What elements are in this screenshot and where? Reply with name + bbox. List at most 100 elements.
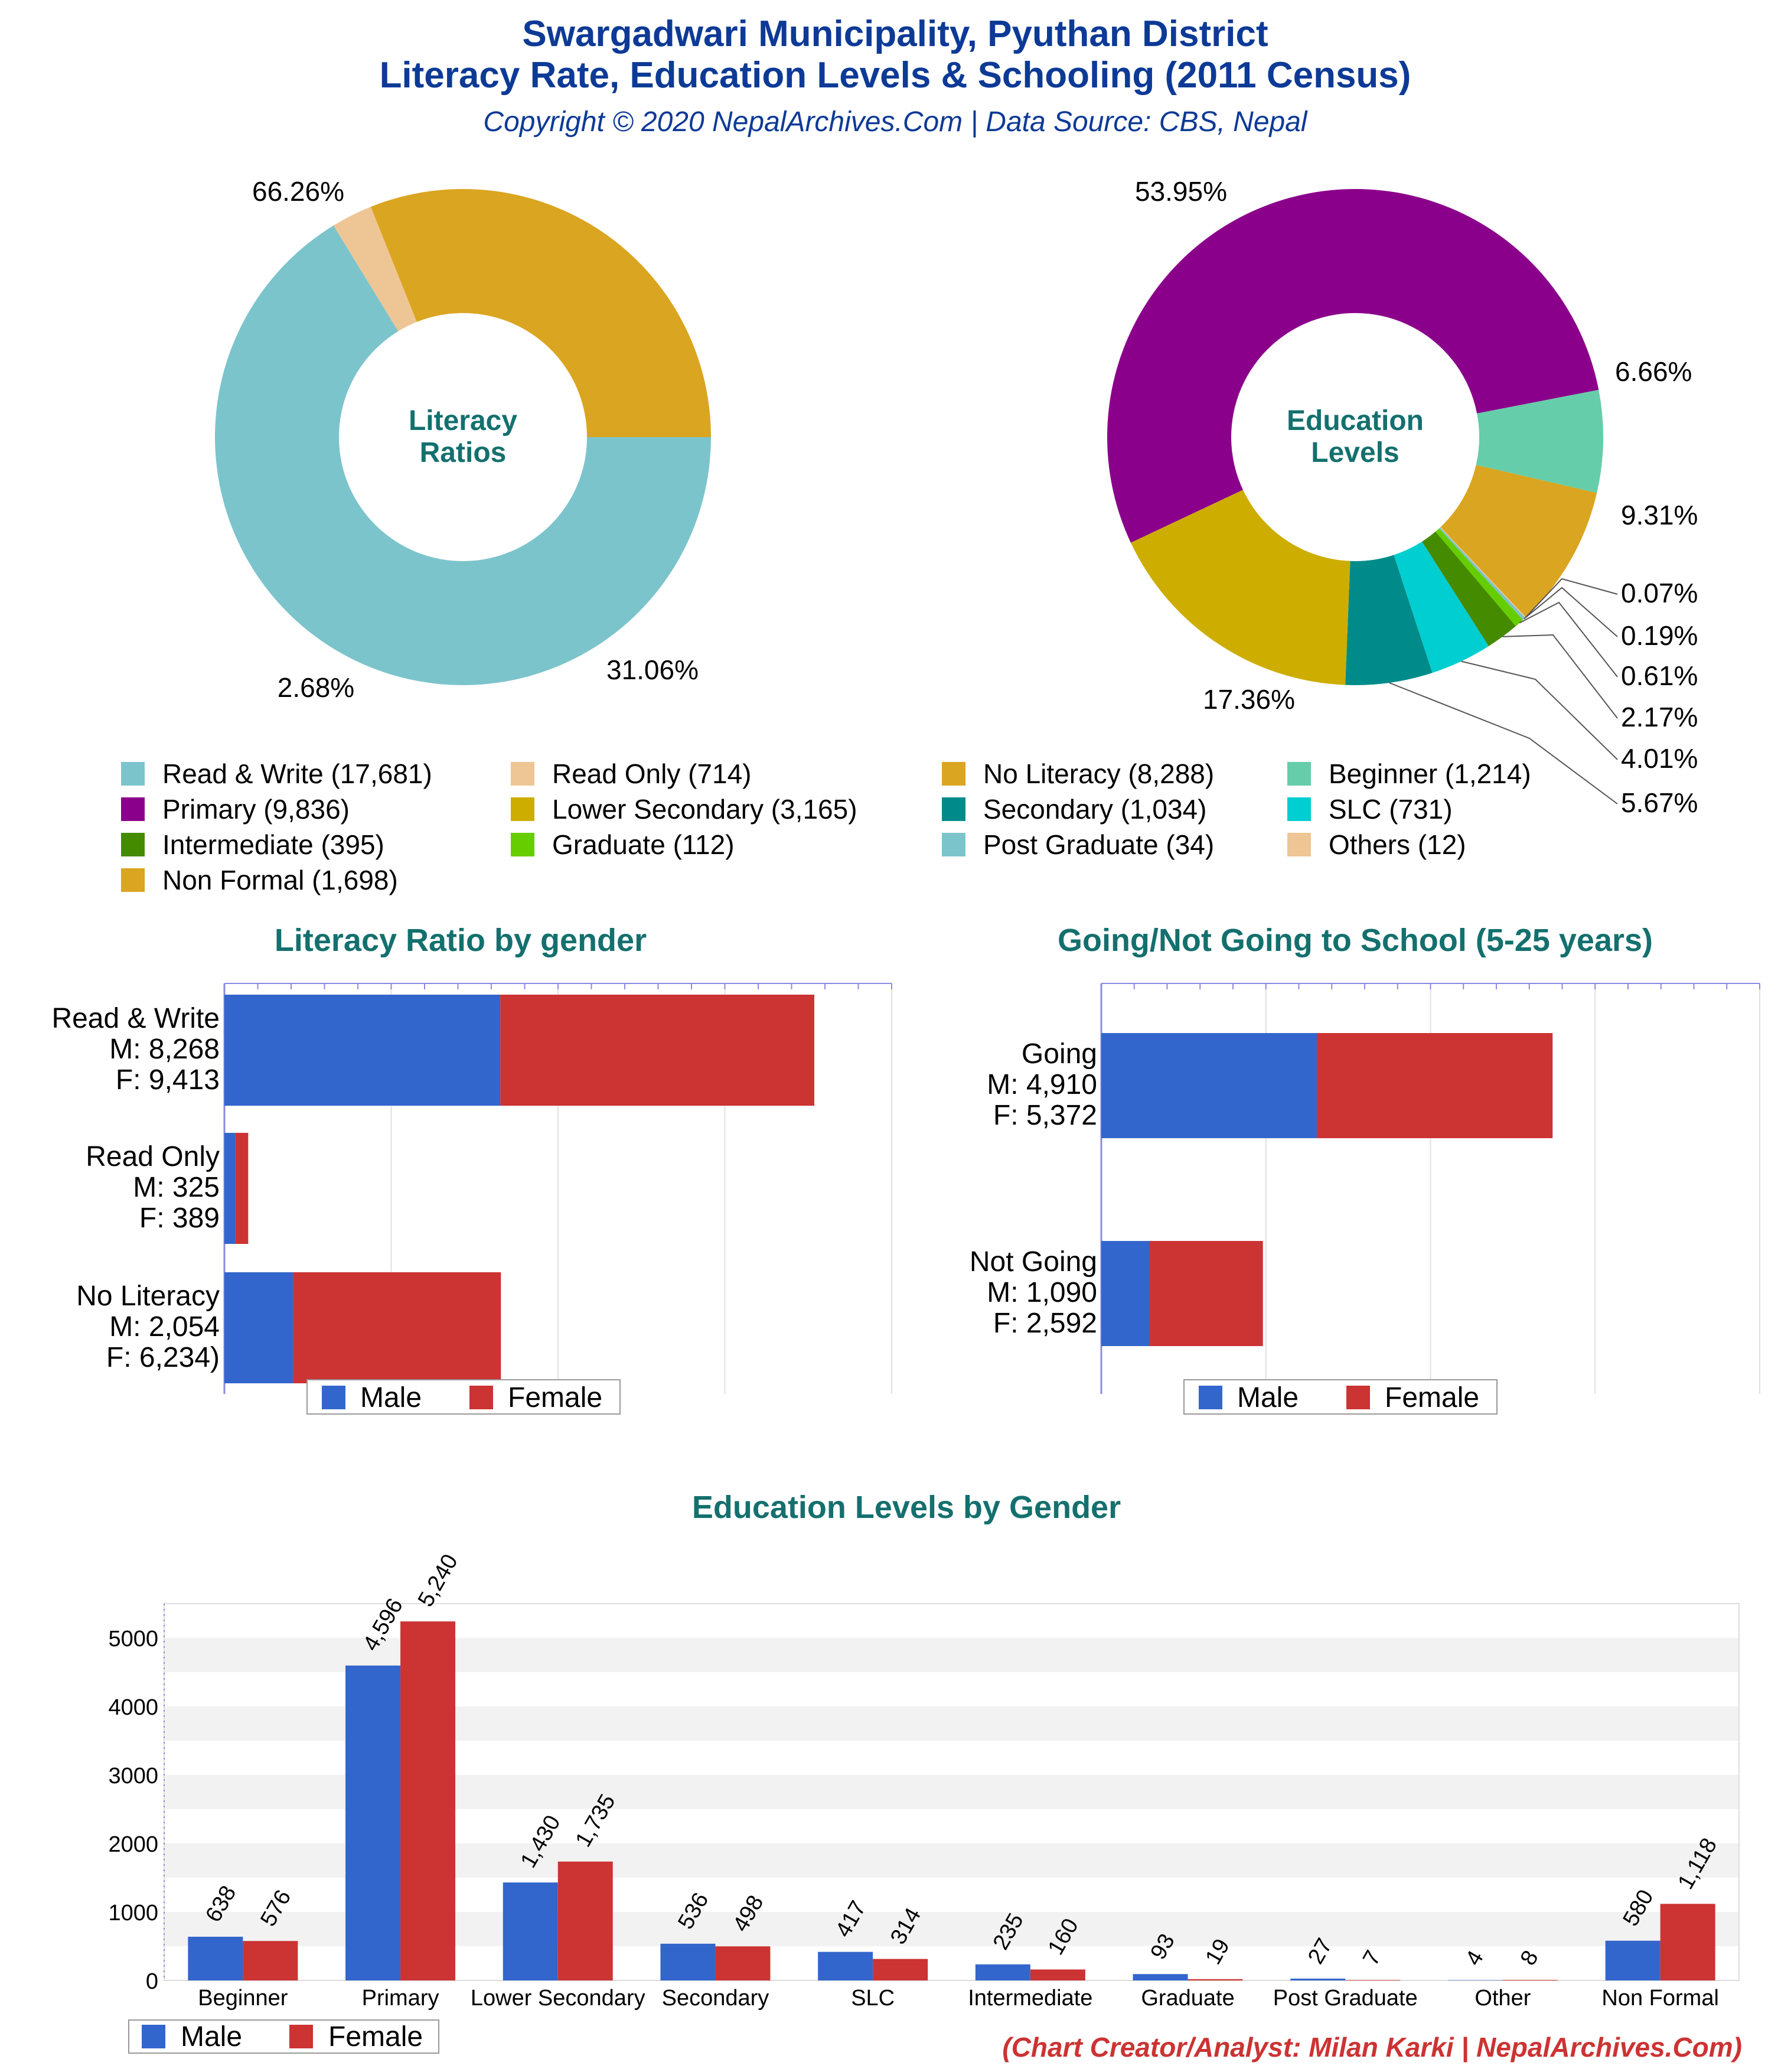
legend-swatch-female xyxy=(1346,1386,1370,1409)
y-tick-label: 2000 xyxy=(108,1832,158,1857)
bar-female xyxy=(1030,1969,1085,1980)
legend-swatch xyxy=(942,833,965,856)
legend-swatch-male xyxy=(1199,1386,1222,1409)
y-tick-label: 3000 xyxy=(108,1764,158,1788)
donut2-center-label-line1: Education xyxy=(1287,405,1424,436)
category-label: No Literacy xyxy=(76,1281,220,1312)
donut-leader-line xyxy=(1461,660,1618,760)
donut-percent-label: 2.17% xyxy=(1621,702,1698,732)
donut-percent-label: 4.01% xyxy=(1621,743,1698,774)
donut-slice-no-literacy xyxy=(370,188,711,437)
bar-female xyxy=(500,995,814,1106)
legend-label-female: Female xyxy=(328,2021,423,2053)
donut-percent-label: 2.68% xyxy=(278,672,354,703)
category-label: F: 2,592 xyxy=(993,1308,1097,1339)
donut-slice-others xyxy=(1440,527,1526,618)
bar-female xyxy=(557,1861,613,1980)
legend-label: Non Formal (1,698) xyxy=(162,865,398,895)
legend-swatch xyxy=(1287,833,1311,856)
legend-box xyxy=(306,1379,621,1415)
donut-slice-post-graduate xyxy=(1439,527,1525,620)
plot-border xyxy=(164,1603,1740,1981)
x-category-label: Intermediate xyxy=(968,1986,1092,2011)
credit-text: (Chart Creator/Analyst: Milan Karki | Ne… xyxy=(1002,2032,1742,2063)
bar-male xyxy=(1101,1033,1317,1138)
bar-male xyxy=(1133,1974,1188,1980)
legend-swatch xyxy=(121,762,145,786)
donut-leader-line xyxy=(1519,601,1618,677)
education-by-gender-title: Education Levels by Gender xyxy=(692,1490,1121,1525)
legend-label: Intermediate (395) xyxy=(162,829,384,860)
legend-label: Others (12) xyxy=(1329,829,1466,860)
category-label: F: 5,372 xyxy=(993,1100,1097,1131)
donut-slice-slc xyxy=(1394,542,1489,673)
donut-slice-intermediate xyxy=(1421,532,1516,647)
legend-label: Secondary (1,034) xyxy=(983,794,1206,825)
legend-box xyxy=(1183,1379,1498,1415)
bar-female xyxy=(1149,1241,1263,1346)
x-category-label: Non Formal xyxy=(1601,1986,1719,2011)
bar-male xyxy=(1605,1940,1660,1980)
bar-male xyxy=(975,1964,1030,1980)
category-label: M: 2,054 xyxy=(109,1311,220,1343)
x-category-label: Other xyxy=(1474,1986,1531,2011)
legend-swatch-female xyxy=(469,1386,493,1409)
legend-swatch xyxy=(1287,762,1311,786)
legend-swatch xyxy=(121,833,145,856)
x-category-label: Graduate xyxy=(1141,1986,1234,2011)
bar-male xyxy=(224,1272,293,1383)
legend-label-female: Female xyxy=(1385,1382,1479,1413)
x-category-label: Beginner xyxy=(198,1986,288,2011)
bar-female xyxy=(1188,1979,1243,1980)
y-tick-label: 1000 xyxy=(108,1901,158,1926)
legend-label-male: Male xyxy=(360,1382,422,1413)
legend-label: Read & Write (17,681) xyxy=(162,758,432,789)
bar-female xyxy=(1660,1904,1715,1980)
donut-percent-label: 17.36% xyxy=(1203,684,1295,715)
category-label: Read & Write xyxy=(51,1003,220,1034)
legend-label: Post Graduate (34) xyxy=(983,829,1214,860)
legend-swatch-male xyxy=(142,2025,165,2048)
legend-swatch xyxy=(511,833,534,856)
donut-leader-line xyxy=(1502,634,1618,719)
donut-percent-label: 0.19% xyxy=(1621,620,1698,651)
legend-label: Graduate (112) xyxy=(552,829,735,860)
x-category-label: Secondary xyxy=(662,1986,769,2011)
donut-percent-label: 9.31% xyxy=(1621,500,1698,530)
donut-slice-read-only xyxy=(333,207,417,331)
donut-leader-line xyxy=(1389,682,1618,804)
pie-legend: Read & Write (17,681) Read Only (714) No L… xyxy=(121,758,1531,895)
bar-male xyxy=(1101,1241,1150,1346)
category-label: Going xyxy=(1022,1038,1097,1070)
legend-label: Lower Secondary (3,165) xyxy=(552,794,857,825)
legend-swatch xyxy=(121,868,145,892)
bar-male xyxy=(660,1943,716,1980)
legend-label: Read Only (714) xyxy=(552,758,752,789)
bar-male xyxy=(1290,1978,1346,1980)
legend-label-female: Female xyxy=(508,1382,602,1413)
donut1-center-label-line1: Literacy xyxy=(409,405,517,436)
main-title-line1: Swargadwari Municipality, Pyuthan Distri… xyxy=(522,14,1268,54)
legend-label: SLC (731) xyxy=(1329,794,1453,825)
x-category-label: SLC xyxy=(851,1986,895,2011)
bar-male xyxy=(224,1133,236,1244)
donut-slice-secondary xyxy=(1345,555,1433,685)
donut-leader-line xyxy=(1524,587,1618,637)
legend-swatch xyxy=(1287,797,1311,821)
legend-label: Primary (9,836) xyxy=(162,794,350,825)
education-levels-donut: 53.95% 6.66% 9.31% 0.07% 0.19% 0.61% 2.17% 4.01… xyxy=(1107,176,1698,818)
donut-slice-primary xyxy=(1107,189,1599,543)
legend-swatch-female xyxy=(289,2025,313,2048)
donut-slice-lower-secondary xyxy=(1130,490,1350,685)
legend-label-male: Male xyxy=(1237,1382,1299,1413)
bar-value-label: 5,240 xyxy=(413,1550,463,1611)
legend-label: No Literacy (8,288) xyxy=(983,758,1214,789)
school-going-title: Going/Not Going to School (5-25 years) xyxy=(1058,923,1653,958)
donut2-center-label-line2: Levels xyxy=(1311,437,1399,468)
subtitle: Copyright © 2020 NepalArchives.Com | Dat… xyxy=(483,106,1307,138)
donut-slice-read-write xyxy=(215,225,712,686)
legend-swatch xyxy=(511,797,534,821)
bar-male xyxy=(224,995,501,1106)
